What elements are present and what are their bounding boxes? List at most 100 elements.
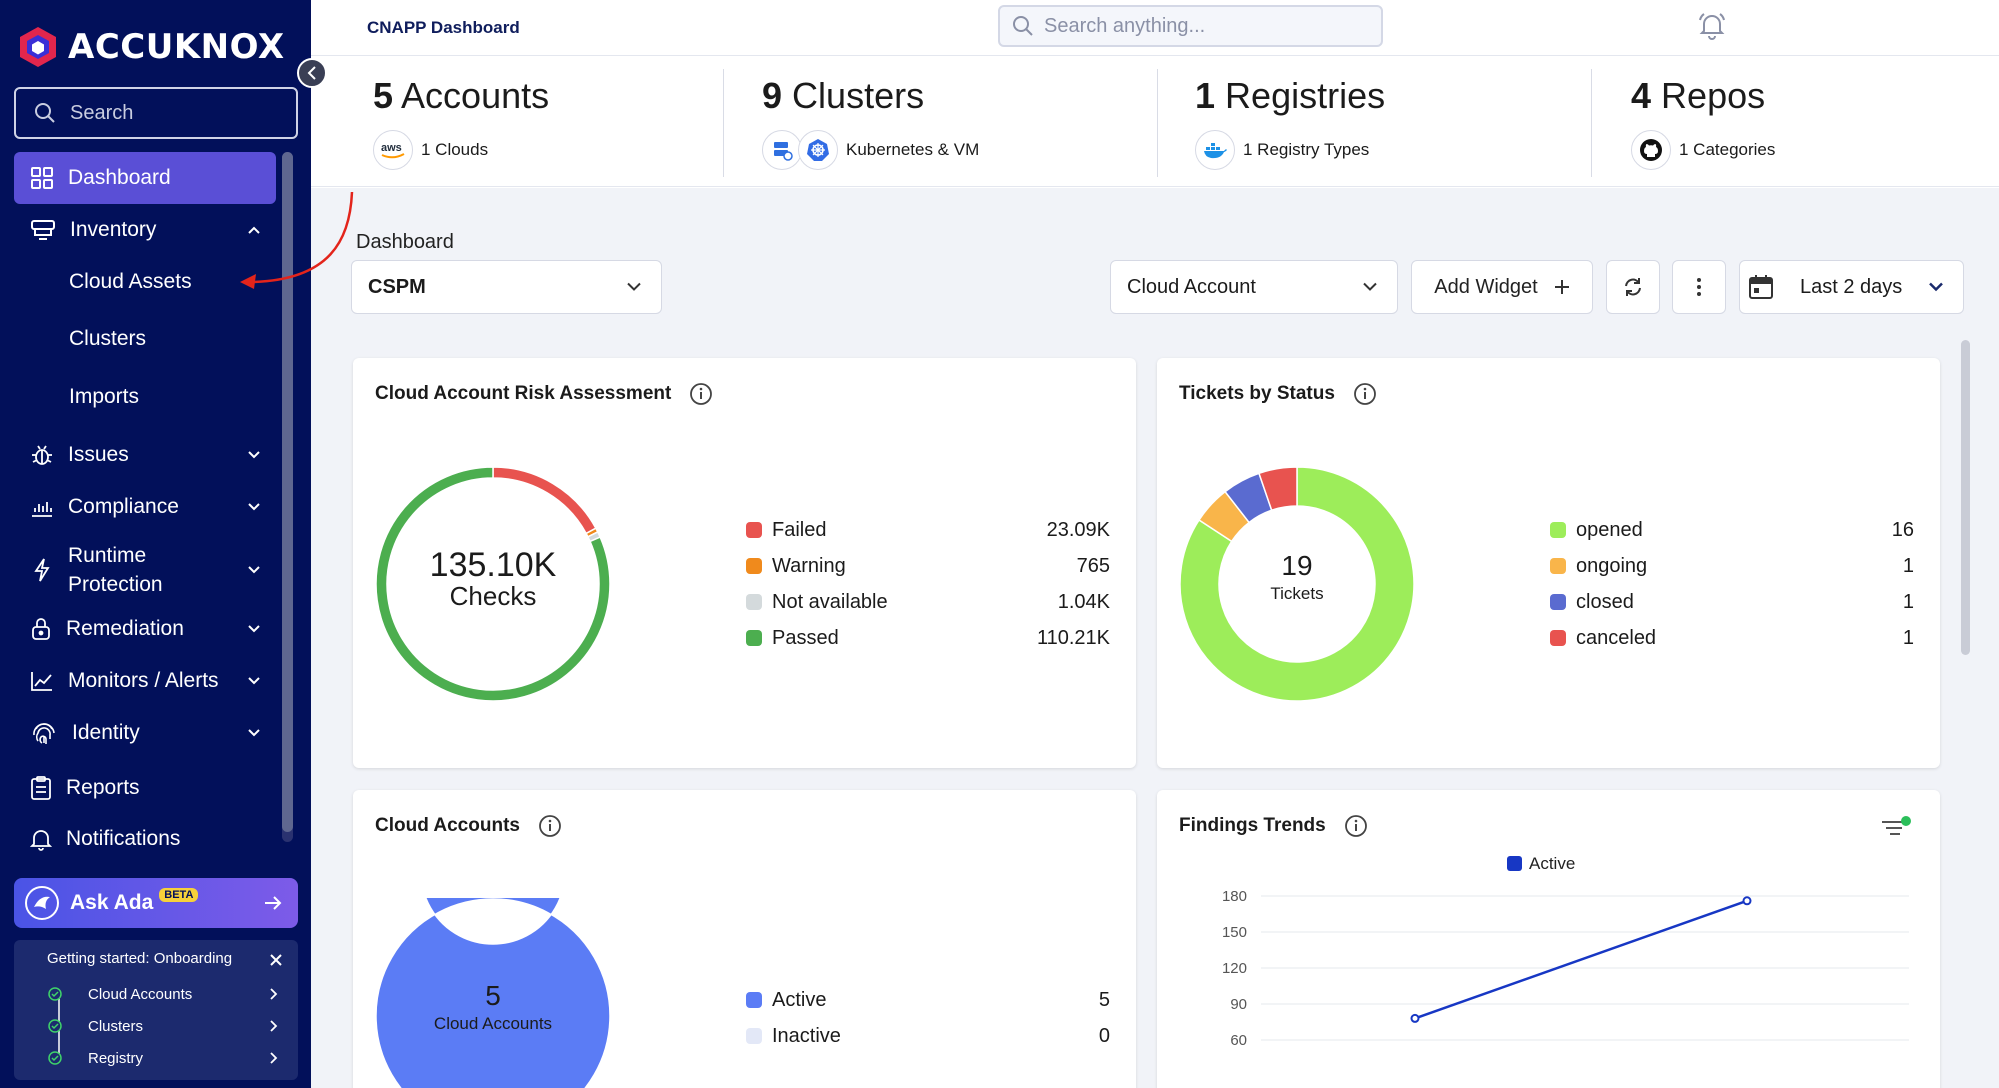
accounts-legend: Active 5 Inactive 0 bbox=[746, 986, 1110, 1050]
onboarding-step[interactable]: Registry bbox=[48, 1048, 278, 1068]
info-icon[interactable] bbox=[1353, 382, 1377, 406]
content-scrollbar[interactable] bbox=[1961, 340, 1970, 655]
legend-item[interactable]: opened 16 bbox=[1550, 516, 1914, 544]
legend-item[interactable]: Active 5 bbox=[746, 986, 1110, 1014]
lock-icon bbox=[32, 618, 50, 640]
sidebar-item-identity[interactable]: Identity bbox=[14, 707, 276, 759]
onboarding-step[interactable]: Cloud Accounts bbox=[48, 984, 278, 1004]
sidebar-item-issues[interactable]: Issues bbox=[14, 429, 276, 481]
top-bar: CNAPP Dashboard Search anything... bbox=[311, 0, 1999, 56]
date-range-select[interactable]: Last 2 days bbox=[1739, 260, 1964, 314]
onboarding-panel: Getting started: Onboarding Cloud Accoun… bbox=[14, 940, 298, 1080]
global-search-input[interactable]: Search anything... bbox=[998, 5, 1383, 47]
logo-text: ACCUKNOX bbox=[68, 27, 285, 67]
server-icon bbox=[762, 130, 802, 170]
legend-label: Not available bbox=[772, 590, 888, 613]
stat-sub: 1 Categories bbox=[1631, 130, 1775, 170]
legend-swatch bbox=[1550, 594, 1566, 610]
ask-ada-button[interactable]: Ask Ada BETA bbox=[14, 878, 298, 928]
main-content: Dashboard CSPM Cloud Account Add Widget … bbox=[311, 188, 1999, 1088]
accounts-center-value: 5 bbox=[485, 980, 501, 1011]
more-vertical-icon bbox=[1697, 278, 1701, 296]
sidebar-item-notifications[interactable]: Notifications bbox=[14, 813, 276, 865]
sidebar-item-label: Issues bbox=[68, 443, 129, 466]
legend-item[interactable]: Not available 1.04K bbox=[746, 588, 1110, 616]
donut-slice-passed[interactable] bbox=[375, 466, 611, 702]
legend-label: ongoing bbox=[1576, 554, 1648, 577]
onboarding-step[interactable]: Clusters bbox=[48, 1016, 278, 1036]
stat-sub-label: Kubernetes & VM bbox=[846, 140, 980, 159]
legend-value: 110.21K bbox=[1036, 626, 1110, 649]
sidebar-item-compliance[interactable]: Compliance bbox=[14, 481, 276, 533]
legend-value: 0 bbox=[1098, 1024, 1110, 1047]
cloud-account-select[interactable]: Cloud Account bbox=[1110, 260, 1398, 314]
legend-item[interactable]: Warning 765 bbox=[746, 552, 1110, 580]
stat-label: Registries bbox=[1225, 75, 1386, 116]
divider bbox=[1157, 69, 1158, 177]
info-icon[interactable] bbox=[1344, 814, 1368, 838]
sidebar-item-remediation[interactable]: Remediation bbox=[14, 603, 276, 655]
tickets-status-card: Tickets by Status 19 Tickets opened 16 on… bbox=[1157, 358, 1940, 768]
legend-item[interactable]: Inactive 0 bbox=[746, 1022, 1110, 1050]
legend-item[interactable]: Passed 110.21K bbox=[746, 624, 1110, 652]
close-icon[interactable] bbox=[270, 954, 282, 966]
data-point[interactable] bbox=[1742, 896, 1752, 906]
sidebar-item-imports[interactable]: Imports bbox=[69, 385, 140, 408]
card-title: Cloud Accounts bbox=[375, 814, 562, 838]
chart-icon bbox=[32, 502, 52, 517]
stat-label: Accounts bbox=[401, 75, 550, 116]
dashboard-select[interactable]: CSPM bbox=[351, 260, 662, 314]
findings-trends-card: Findings Trends Active 180 150 120 90 60 bbox=[1157, 790, 1940, 1088]
legend-item[interactable]: Failed 23.09K bbox=[746, 516, 1110, 544]
notification-bell-icon[interactable] bbox=[1697, 10, 1727, 40]
chevron-right-icon bbox=[270, 1052, 278, 1064]
chevron-up-icon bbox=[248, 226, 260, 234]
sidebar-item-dashboard[interactable]: Dashboard bbox=[14, 152, 276, 204]
collapse-sidebar-button[interactable] bbox=[297, 58, 327, 88]
add-widget-button[interactable]: Add Widget bbox=[1411, 260, 1593, 314]
legend-value: 1 bbox=[1902, 554, 1914, 577]
legend-label: closed bbox=[1576, 590, 1634, 613]
sidebar-item-label: Remediation bbox=[66, 617, 184, 640]
stat-sub: Kubernetes & VM bbox=[762, 130, 979, 170]
refresh-button[interactable] bbox=[1606, 260, 1660, 314]
sidebar-item-cloud-assets[interactable]: Cloud Assets bbox=[69, 270, 192, 293]
legend-item[interactable]: canceled 1 bbox=[1550, 624, 1914, 652]
y-tick-label: 180 bbox=[1222, 888, 1247, 905]
info-icon[interactable] bbox=[538, 814, 562, 838]
arrow-right-icon bbox=[265, 896, 282, 910]
donut-slice-active[interactable] bbox=[375, 898, 611, 1088]
filter-icon[interactable] bbox=[1880, 814, 1912, 840]
logo[interactable]: ACCUKNOX bbox=[16, 22, 285, 72]
donut-slice-opened[interactable] bbox=[1179, 466, 1415, 702]
sidebar-item-inventory[interactable]: Inventory bbox=[14, 204, 276, 256]
legend-label[interactable]: Active bbox=[1529, 854, 1575, 873]
legend-label: canceled bbox=[1576, 626, 1657, 649]
sidebar: ACCUKNOX Search Dashboard Inventory Clou… bbox=[0, 0, 311, 1088]
page-title: CNAPP Dashboard bbox=[367, 18, 520, 37]
legend-item[interactable]: ongoing 1 bbox=[1550, 552, 1914, 580]
sidebar-item-label: Identity bbox=[72, 721, 140, 744]
ada-icon bbox=[25, 886, 59, 920]
legend-label: Passed bbox=[772, 626, 839, 649]
info-icon[interactable] bbox=[689, 382, 713, 406]
legend-item[interactable]: closed 1 bbox=[1550, 588, 1914, 616]
search-icon bbox=[35, 103, 55, 123]
donut-slice-canceled[interactable] bbox=[1258, 466, 1298, 512]
stat-count: 5 bbox=[373, 75, 394, 116]
donut-slice-failed[interactable] bbox=[492, 466, 597, 535]
grid-icon bbox=[31, 167, 53, 189]
chevron-down-icon bbox=[248, 729, 260, 737]
data-point[interactable] bbox=[1410, 1013, 1420, 1023]
stat-label: Repos bbox=[1661, 75, 1766, 116]
sidebar-search-input[interactable]: Search bbox=[14, 87, 298, 139]
sidebar-scroll-thumb[interactable] bbox=[282, 152, 293, 832]
sidebar-item-clusters[interactable]: Clusters bbox=[69, 327, 147, 350]
bell-icon bbox=[30, 830, 52, 851]
sidebar-item-monitors-alerts[interactable]: Monitors / Alerts bbox=[14, 655, 276, 707]
sidebar-item-reports[interactable]: Reports bbox=[14, 762, 276, 814]
stat-count: 9 bbox=[762, 75, 783, 116]
more-options-button[interactable] bbox=[1672, 260, 1726, 314]
sidebar-item-runtime-protection[interactable]: Runtime Protection bbox=[14, 540, 276, 600]
tickets-center-label: Tickets bbox=[1270, 584, 1324, 603]
